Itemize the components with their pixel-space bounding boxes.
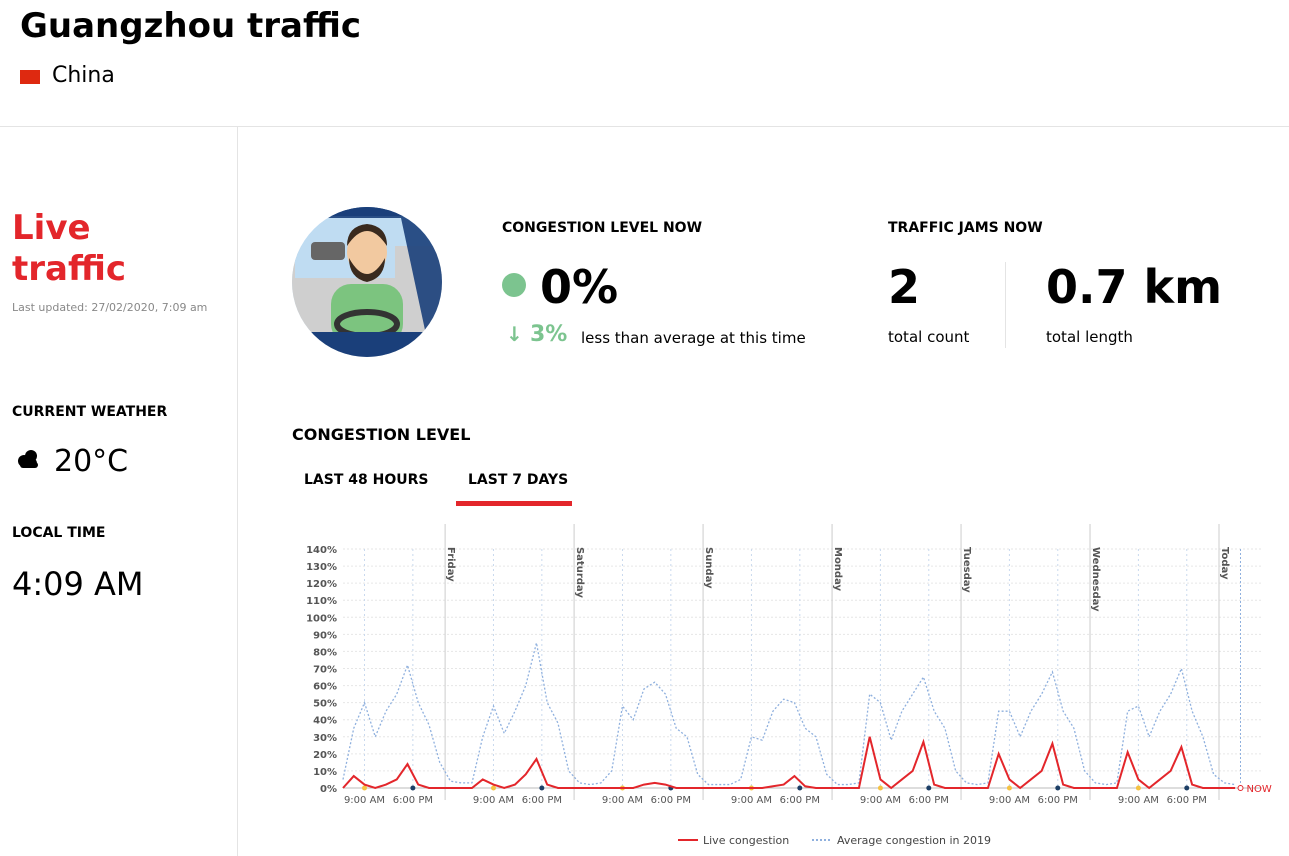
y-tick-label: 90% xyxy=(313,630,337,641)
jams-length-text: total length xyxy=(1046,328,1133,346)
x-tick-label: 9:00 AM xyxy=(731,795,772,806)
y-tick-label: 60% xyxy=(313,682,337,693)
tick-dot xyxy=(361,785,367,791)
x-tick-label: 9:00 AM xyxy=(602,795,643,806)
y-tick-label: 0% xyxy=(320,784,337,795)
y-tick-label: 10% xyxy=(313,767,337,778)
day-label: Monday xyxy=(832,547,843,592)
series-line xyxy=(342,736,1236,790)
driver-illustration xyxy=(292,207,442,357)
y-tick-label: 80% xyxy=(313,647,337,658)
live-heading: Live traffic xyxy=(12,208,127,289)
weather-label: CURRENT WEATHER xyxy=(12,404,168,420)
series-line xyxy=(342,642,1236,786)
time-label: LOCAL TIME xyxy=(12,525,106,541)
y-tick-label: 120% xyxy=(306,579,337,590)
updated: Last updated: 27/02/2020, 7:09 am xyxy=(12,301,208,314)
x-tick-label: 9:00 AM xyxy=(473,795,514,806)
x-tick-label: 6:00 PM xyxy=(909,795,949,806)
divider xyxy=(1005,262,1006,348)
tick-dot xyxy=(490,785,496,791)
x-tick-label: 6:00 PM xyxy=(651,795,691,806)
y-tick-label: 110% xyxy=(306,596,337,607)
jams-length: 0.7 km xyxy=(1046,260,1223,314)
tab-active[interactable]: LAST 7 DAYS xyxy=(468,472,569,488)
x-tick-label: 6:00 PM xyxy=(1038,795,1078,806)
change-text: less than average at this time xyxy=(581,329,806,347)
y-tick-label: 50% xyxy=(313,699,337,710)
x-tick-label: 6:00 PM xyxy=(780,795,820,806)
tab[interactable]: LAST 48 HOURS xyxy=(304,472,429,488)
change-arrow: ↓ xyxy=(506,322,523,346)
day-label: Friday xyxy=(445,547,456,582)
city-title: Guangzhou traffic xyxy=(20,6,362,46)
tick-dot xyxy=(926,785,932,791)
tick-dot xyxy=(539,785,545,791)
y-tick-label: 30% xyxy=(313,733,337,744)
tick-dot xyxy=(410,785,416,791)
y-tick-label: 130% xyxy=(306,562,337,573)
tab-underline xyxy=(456,501,572,506)
tick-dot xyxy=(797,785,803,791)
day-label: Saturday xyxy=(574,547,585,598)
now-label: NOW xyxy=(1247,784,1272,795)
jams-count-text: total count xyxy=(888,328,970,346)
tick-dot xyxy=(1135,785,1141,791)
status-dot xyxy=(502,273,526,297)
legend-label: Live congestion xyxy=(703,834,789,847)
day-label: Tuesday xyxy=(961,547,972,593)
x-tick-label: 6:00 PM xyxy=(522,795,562,806)
section-title: CONGESTION LEVEL xyxy=(292,425,471,444)
jams-count: 2 xyxy=(888,260,921,314)
tick-dot xyxy=(877,785,883,791)
congestion-label: CONGESTION LEVEL NOW xyxy=(502,220,703,236)
country: China xyxy=(52,63,115,88)
y-tick-label: 20% xyxy=(313,750,337,761)
tick-dot xyxy=(1055,785,1061,791)
divider xyxy=(237,127,238,856)
day-label: Sunday xyxy=(703,547,714,589)
y-tick-label: 70% xyxy=(313,665,337,676)
jams-label: TRAFFIC JAMS NOW xyxy=(888,220,1043,236)
legend-label: Average congestion in 2019 xyxy=(837,834,991,847)
x-tick-label: 9:00 AM xyxy=(989,795,1030,806)
tick-dot xyxy=(1006,785,1012,791)
congestion-now: 0% xyxy=(540,260,619,314)
x-tick-label: 9:00 AM xyxy=(860,795,901,806)
x-tick-label: 6:00 PM xyxy=(393,795,433,806)
change: 3% xyxy=(530,322,568,347)
flag xyxy=(20,70,40,84)
weather: 20°C xyxy=(54,444,129,479)
day-label: Today xyxy=(1219,547,1230,580)
day-label: Wednesday xyxy=(1090,547,1101,612)
now-dot xyxy=(1237,785,1244,791)
x-tick-label: 6:00 PM xyxy=(1167,795,1207,806)
local-time: 4:09 AM xyxy=(12,565,144,603)
y-tick-label: 100% xyxy=(306,613,337,624)
x-tick-label: 9:00 AM xyxy=(344,795,385,806)
divider xyxy=(0,126,1289,127)
y-tick-label: 140% xyxy=(306,545,337,556)
x-tick-label: 9:00 AM xyxy=(1118,795,1159,806)
tick-dot xyxy=(1184,785,1190,791)
weather-icon xyxy=(18,450,38,468)
y-tick-label: 40% xyxy=(313,716,337,727)
